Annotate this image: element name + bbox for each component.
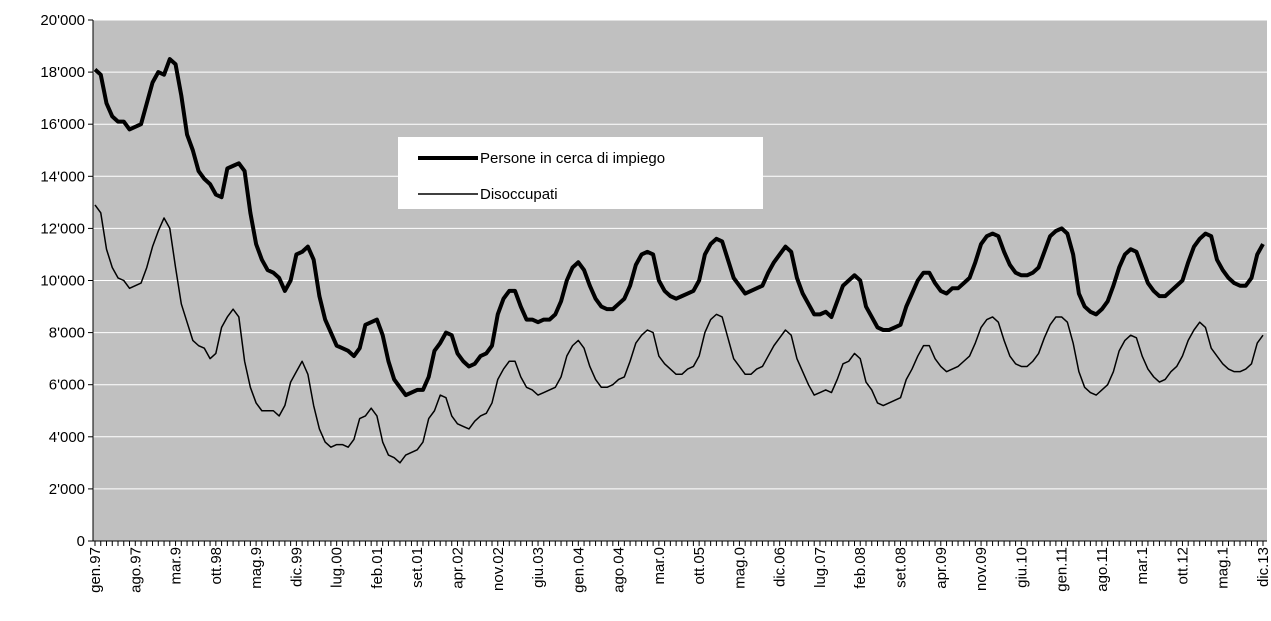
x-tick-label: gen.97 [87, 547, 104, 593]
y-tick-label: 6'000 [49, 377, 85, 394]
y-tick-label: 2'000 [49, 481, 85, 498]
x-tick-label: nov.09 [973, 547, 990, 591]
series-line [94, 204, 1264, 464]
x-tick-label: ott.05 [691, 547, 708, 585]
x-tick-label: mar.0 [651, 547, 668, 585]
x-tick-label: giu.10 [1013, 547, 1030, 588]
legend: Persone in cerca di impiego Disoccupati [398, 137, 763, 209]
x-tick-label: apr.09 [933, 547, 950, 589]
x-tick-label: nov.02 [490, 547, 507, 591]
y-tick-label: 16'000 [40, 116, 85, 133]
x-tick-label: gen.04 [570, 547, 587, 593]
legend-box [398, 137, 763, 209]
y-tick-label: 10'000 [40, 273, 85, 290]
x-tick-label: giu.03 [530, 547, 547, 588]
legend-label: Persone in cerca di impiego [480, 150, 665, 167]
x-tick-label: apr.02 [449, 547, 466, 589]
y-tick-label: 0 [77, 533, 85, 550]
x-tick-label: mag.0 [731, 547, 748, 589]
x-tick-label: mag.9 [248, 547, 265, 589]
x-tick-label: ago.11 [1094, 547, 1111, 592]
x-tick-label: dic.13 [1255, 547, 1271, 587]
x-tick-label: feb.01 [369, 547, 386, 589]
x-tick-label: mag.1 [1215, 547, 1232, 589]
y-tick-label: 8'000 [49, 325, 85, 342]
series-line [93, 57, 1265, 398]
y-tick-label: 14'000 [40, 168, 85, 185]
y-tick-label: 18'000 [40, 64, 85, 81]
y-tick-label: 4'000 [49, 429, 85, 446]
x-tick-label: lug.00 [329, 547, 346, 588]
legend-label: Disoccupati [480, 186, 558, 203]
x-tick-label: ago.97 [127, 547, 144, 593]
x-tick-label: ott.12 [1174, 547, 1191, 585]
y-tick-label: 12'000 [40, 220, 85, 237]
x-tick-label: set.01 [409, 547, 426, 588]
x-tick-label: mar.1 [1134, 547, 1151, 585]
x-tick-label: dic.99 [288, 547, 305, 587]
x-tick-label: mar.9 [168, 547, 185, 585]
x-tick-label: lug.07 [812, 547, 829, 588]
x-tick-label: ott.98 [208, 547, 225, 585]
x-tick-label: set.08 [893, 547, 910, 588]
x-tick-label: dic.06 [772, 547, 789, 587]
x-tick-label: ago.04 [611, 547, 628, 593]
x-tick-label: gen.11 [1054, 547, 1071, 592]
y-tick-label: 20'000 [40, 12, 85, 29]
x-tick-label: feb.08 [852, 547, 869, 589]
